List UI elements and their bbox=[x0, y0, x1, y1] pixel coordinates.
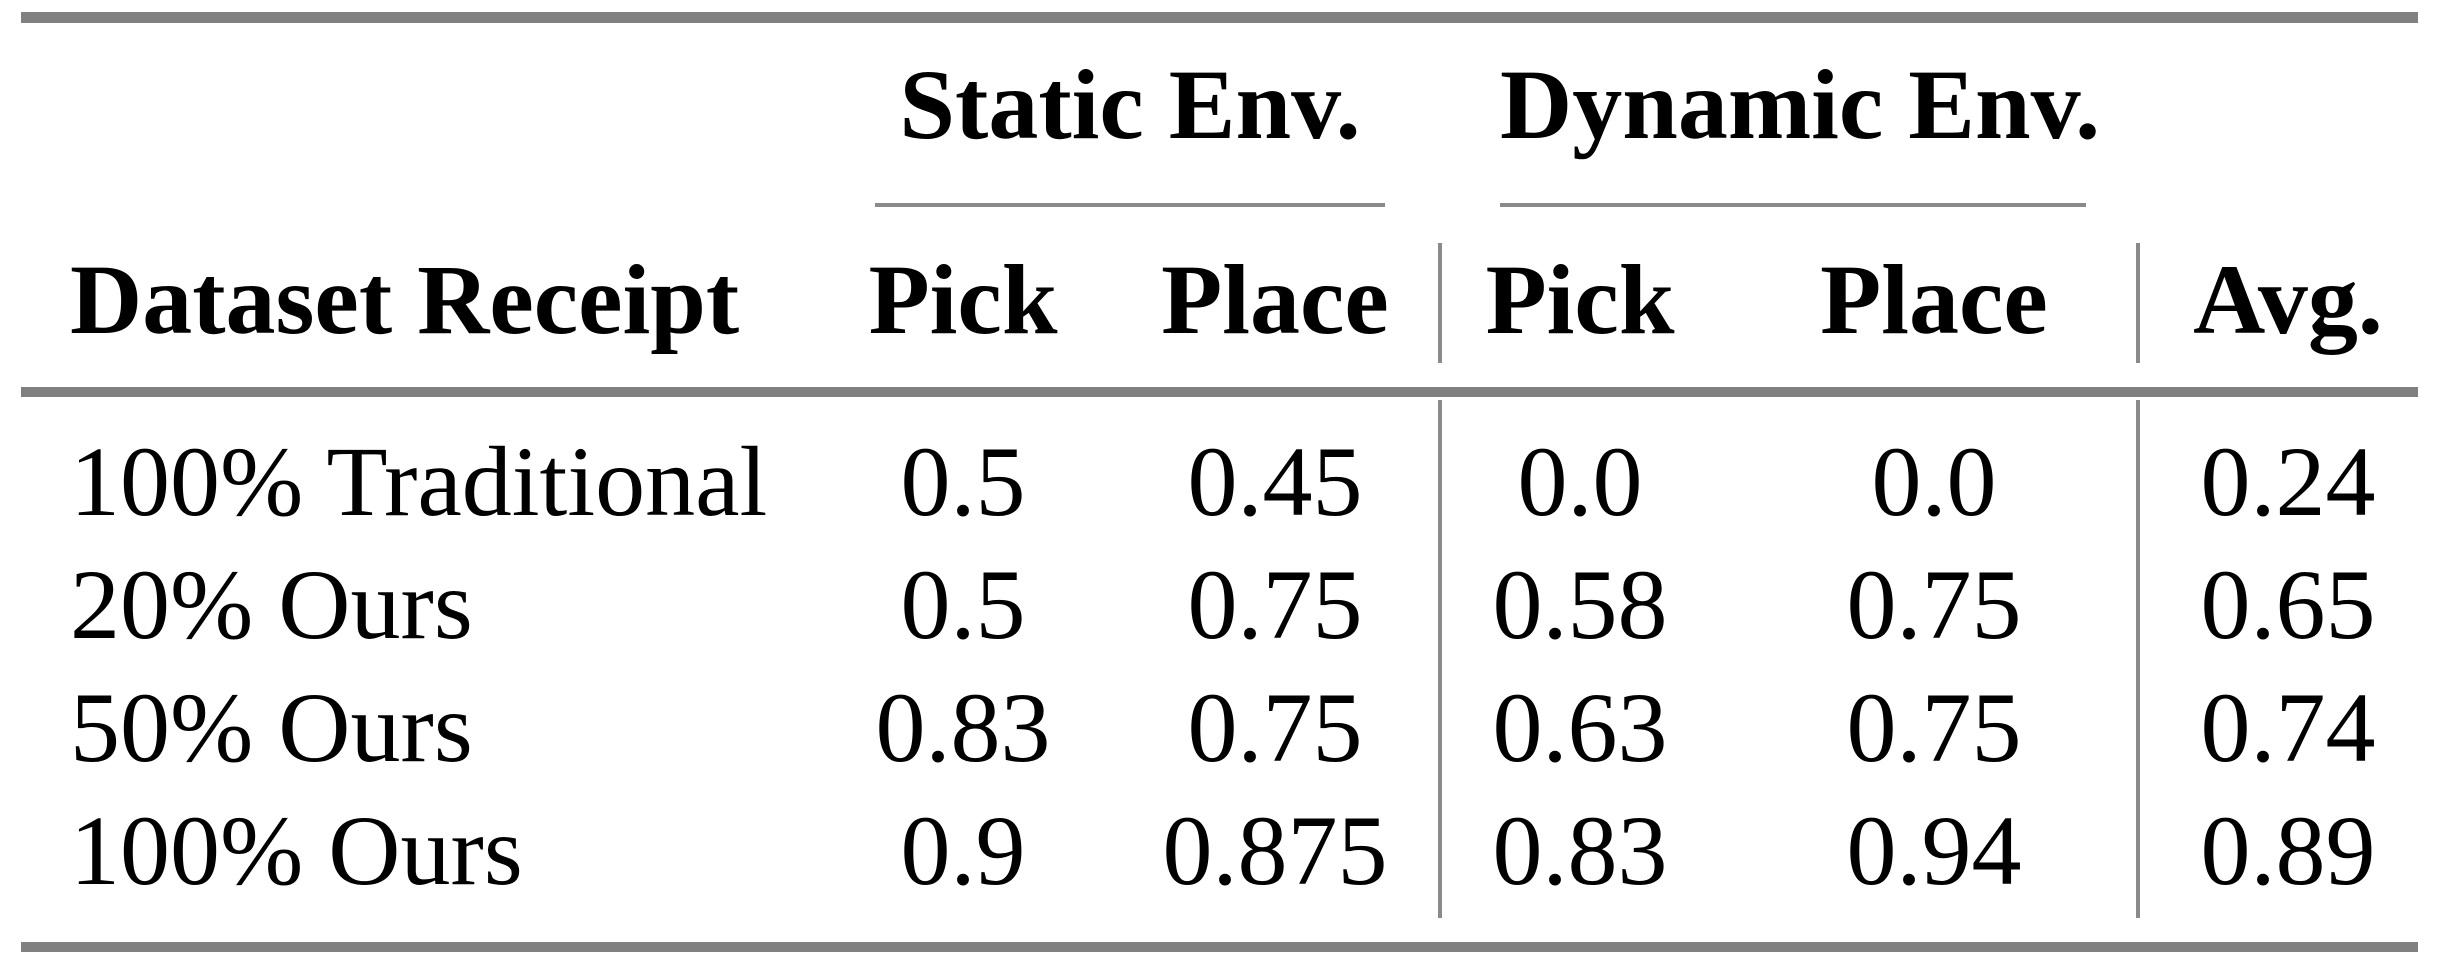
cell-dynamic-pick: 0.0 bbox=[1517, 426, 1643, 537]
table-row: 20% Ours 0.5 0.75 0.58 0.75 0.65 bbox=[0, 543, 2440, 666]
cell-avg: 0.89 bbox=[2200, 795, 2376, 906]
column-separator-1-body bbox=[1438, 400, 1442, 918]
dynamic-env-underline bbox=[1500, 203, 2086, 207]
cell-avg: 0.65 bbox=[2200, 549, 2376, 660]
cell-dynamic-pick: 0.63 bbox=[1492, 672, 1668, 783]
cell-static-place: 0.75 bbox=[1187, 672, 1363, 783]
cell-dataset: 20% Ours bbox=[70, 549, 473, 660]
column-header-dataset-receipt: Dataset Receipt bbox=[70, 244, 740, 355]
cell-static-pick: 0.5 bbox=[900, 549, 1026, 660]
cell-dynamic-place: 0.0 bbox=[1871, 426, 1997, 537]
top-rule bbox=[21, 12, 2418, 23]
column-separator-1-header bbox=[1438, 243, 1442, 363]
cell-static-place: 0.75 bbox=[1187, 549, 1363, 660]
cell-static-pick: 0.9 bbox=[900, 795, 1026, 906]
cell-dynamic-place: 0.94 bbox=[1846, 795, 2022, 906]
cell-dynamic-pick: 0.83 bbox=[1492, 795, 1668, 906]
group-header-dynamic-env: Dynamic Env. bbox=[1500, 49, 2101, 160]
cell-static-place: 0.45 bbox=[1187, 426, 1363, 537]
column-header-static-place: Place bbox=[1161, 244, 1389, 355]
table-row: 100% Ours 0.9 0.875 0.83 0.94 0.89 bbox=[0, 789, 2440, 912]
cell-avg: 0.24 bbox=[2200, 426, 2376, 537]
header-rule bbox=[21, 387, 2418, 397]
cell-dynamic-place: 0.75 bbox=[1846, 549, 2022, 660]
column-header-avg: Avg. bbox=[2193, 244, 2383, 355]
cell-static-pick: 0.83 bbox=[875, 672, 1051, 783]
cell-dynamic-place: 0.75 bbox=[1846, 672, 2022, 783]
static-env-underline bbox=[875, 203, 1385, 207]
cell-static-pick: 0.5 bbox=[900, 426, 1026, 537]
cell-static-place: 0.875 bbox=[1162, 795, 1388, 906]
bottom-rule bbox=[21, 942, 2418, 952]
cell-dataset: 50% Ours bbox=[70, 672, 473, 783]
column-header-static-pick: Pick bbox=[868, 244, 1058, 355]
column-separator-2-body bbox=[2136, 400, 2140, 918]
cell-dataset: 100% Ours bbox=[70, 795, 523, 906]
column-header-dynamic-pick: Pick bbox=[1485, 244, 1675, 355]
table-row: 100% Traditional 0.5 0.45 0.0 0.0 0.24 bbox=[0, 420, 2440, 543]
table-row: 50% Ours 0.83 0.75 0.63 0.75 0.74 bbox=[0, 666, 2440, 789]
cell-dynamic-pick: 0.58 bbox=[1492, 549, 1668, 660]
group-header-static-env: Static Env. bbox=[899, 49, 1361, 160]
cell-avg: 0.74 bbox=[2200, 672, 2376, 783]
cell-dataset: 100% Traditional bbox=[70, 426, 768, 537]
column-separator-2-header bbox=[2136, 243, 2140, 363]
column-header-dynamic-place: Place bbox=[1820, 244, 2048, 355]
